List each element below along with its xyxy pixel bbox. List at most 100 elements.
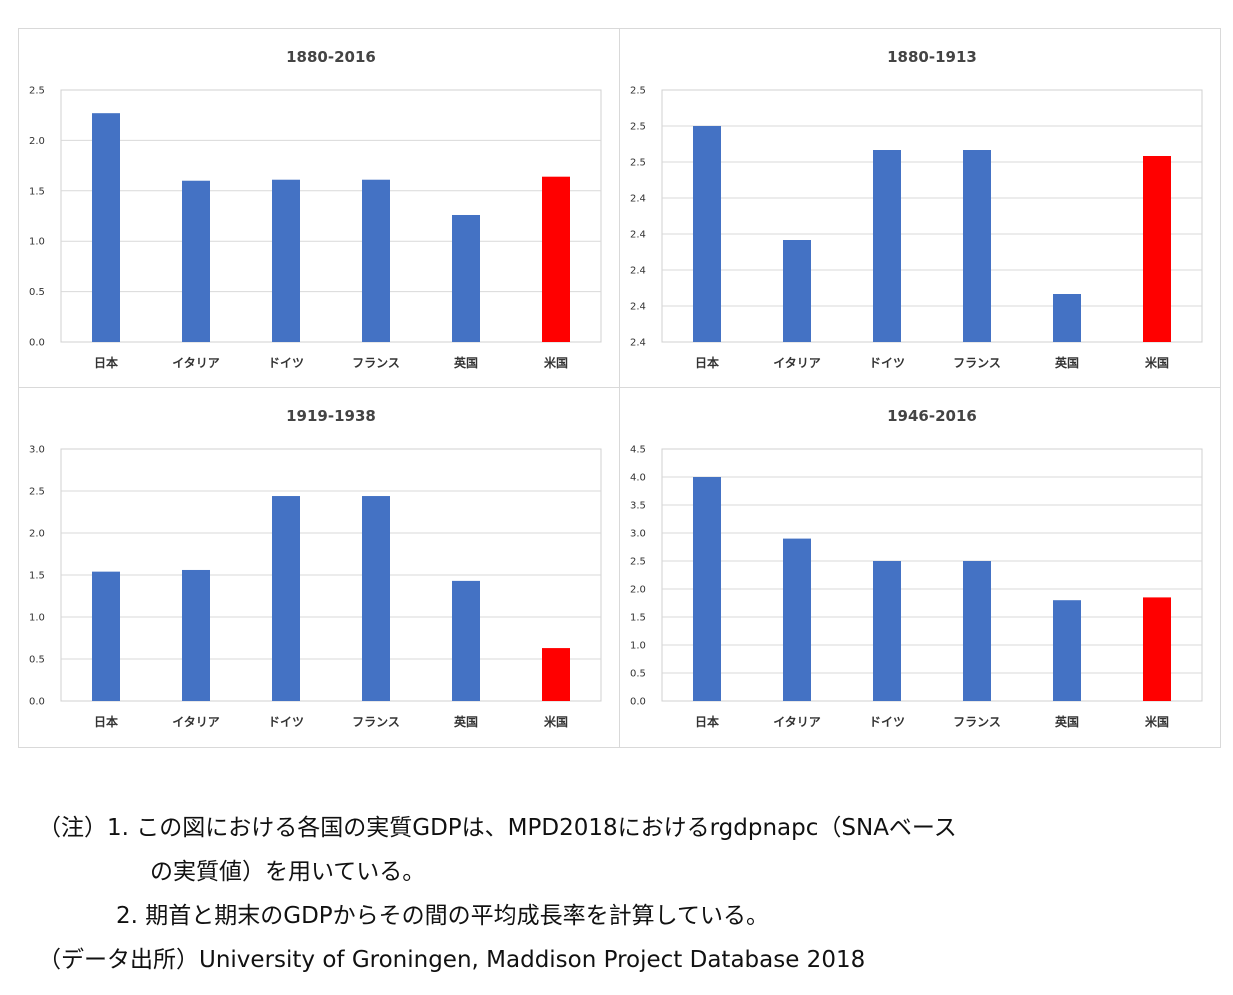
bar bbox=[873, 561, 901, 701]
y-tick-label: 1.5 bbox=[29, 571, 45, 582]
x-tick-label: 英国 bbox=[1055, 714, 1079, 729]
x-tick-label: 米国 bbox=[544, 355, 568, 370]
x-tick-label: ドイツ bbox=[268, 715, 304, 729]
x-tick-label: 英国 bbox=[454, 714, 478, 729]
x-tick-label: ドイツ bbox=[869, 356, 905, 370]
bar bbox=[92, 113, 120, 343]
note-line-2: の実質値）を用いている。 bbox=[150, 859, 426, 885]
bar bbox=[783, 538, 811, 701]
x-tick-label: 日本 bbox=[695, 714, 719, 729]
x-tick-label: フランス bbox=[352, 356, 400, 370]
y-tick-label: 2.5 bbox=[630, 158, 646, 169]
x-tick-label: ドイツ bbox=[869, 715, 905, 729]
plot-area bbox=[661, 89, 1203, 343]
x-tick-label: 米国 bbox=[544, 714, 568, 729]
chart-panel-1880-2016: 1880-2016 0.0 0.5 1.0 1.5 2.0 2.5 日本 イタリア ドイツ フランス… bbox=[19, 29, 620, 388]
y-tick-label: 3.0 bbox=[630, 529, 646, 540]
y-tick-label: 4.0 bbox=[630, 473, 646, 484]
y-tick-label: 1.5 bbox=[630, 613, 646, 624]
bar bbox=[693, 477, 721, 701]
chart-grid: 1880-2016 0.0 0.5 1.0 1.5 2.0 2.5 日本 イタリア ドイツ フランス… bbox=[18, 28, 1221, 748]
plot-area bbox=[661, 448, 1203, 702]
y-tick-label: 2.0 bbox=[29, 529, 45, 540]
chart-panel-1880-1913: 1880-1913 2.4 2.4 2.4 2.4 2.4 2.5 2.5 2.5 日本 イタリア ド… bbox=[620, 29, 1221, 388]
y-tick-label: 0.0 bbox=[29, 697, 45, 708]
y-tick-label: 2.4 bbox=[630, 266, 646, 277]
y-tick-label: 1.5 bbox=[29, 186, 45, 197]
y-tick-label: 1.0 bbox=[630, 641, 646, 652]
note-line-1: （注）1. この図における各国の実質GDPは、MPD2018におけるrgdpna… bbox=[38, 815, 957, 841]
y-tick-label: 2.4 bbox=[630, 194, 646, 205]
chart-svg: 1946-2016 0.0 0.5 1.0 1.5 2.0 2.5 3.0 3.5 4.0 4.5 日… bbox=[630, 407, 1203, 729]
x-tick-label: イタリア bbox=[172, 715, 220, 729]
x-tick-label: イタリア bbox=[773, 715, 821, 729]
y-tick-label: 3.5 bbox=[630, 501, 646, 512]
y-tick-label: 4.5 bbox=[630, 445, 646, 456]
source-line: （データ出所）University of Groningen, Maddison… bbox=[38, 947, 866, 973]
x-tick-label: フランス bbox=[953, 356, 1001, 370]
bar bbox=[693, 126, 721, 342]
bar bbox=[362, 496, 390, 701]
bar bbox=[182, 180, 210, 342]
bar bbox=[542, 176, 570, 342]
x-tick-label: 英国 bbox=[454, 355, 478, 370]
y-tick-label: 0.5 bbox=[29, 655, 45, 666]
y-tick-label: 2.5 bbox=[29, 86, 45, 97]
x-tick-label: 日本 bbox=[94, 355, 118, 370]
y-tick-label: 2.0 bbox=[29, 136, 45, 147]
bar bbox=[963, 561, 991, 701]
chart-title: 1880-1913 bbox=[887, 48, 977, 66]
x-tick-label: 日本 bbox=[695, 355, 719, 370]
x-tick-label: フランス bbox=[953, 715, 1001, 729]
notes: （注）1. この図における各国の実質GDPは、MPD2018におけるrgdpna… bbox=[38, 806, 1218, 982]
bar bbox=[272, 496, 300, 701]
bar bbox=[452, 580, 480, 701]
bar bbox=[873, 150, 901, 342]
y-tick-label: 2.5 bbox=[630, 86, 646, 97]
y-tick-label: 0.0 bbox=[29, 338, 45, 349]
y-tick-label: 2.4 bbox=[630, 338, 646, 349]
bar bbox=[1143, 597, 1171, 701]
x-tick-label: 英国 bbox=[1055, 355, 1079, 370]
chart-svg: 1880-1913 2.4 2.4 2.4 2.4 2.4 2.5 2.5 2.5 日本 イタリア ド… bbox=[630, 48, 1203, 370]
bar bbox=[272, 179, 300, 342]
y-tick-label: 0.0 bbox=[630, 697, 646, 708]
bar bbox=[182, 569, 210, 701]
x-tick-label: イタリア bbox=[773, 356, 821, 370]
plot-area bbox=[60, 89, 602, 343]
y-tick-label: 1.0 bbox=[29, 613, 45, 624]
y-tick-label: 2.0 bbox=[630, 585, 646, 596]
x-tick-label: ドイツ bbox=[268, 356, 304, 370]
chart-title: 1880-2016 bbox=[286, 48, 376, 66]
x-tick-label: 日本 bbox=[94, 714, 118, 729]
bar bbox=[1053, 294, 1081, 342]
y-tick-label: 2.5 bbox=[630, 557, 646, 568]
y-tick-label: 2.4 bbox=[630, 302, 646, 313]
note-line-3: 2. 期首と期末のGDPからその間の平均成長率を計算している。 bbox=[116, 903, 769, 929]
y-tick-label: 2.4 bbox=[630, 230, 646, 241]
chart-svg: 1880-2016 0.0 0.5 1.0 1.5 2.0 2.5 日本 イタリア ドイツ フランス… bbox=[29, 48, 602, 370]
y-tick-label: 3.0 bbox=[29, 445, 45, 456]
x-tick-label: フランス bbox=[352, 715, 400, 729]
chart-panel-1946-2016: 1946-2016 0.0 0.5 1.0 1.5 2.0 2.5 3.0 3.5 4.0 4.5 日… bbox=[620, 388, 1221, 747]
chart-svg: 1919-1938 0.0 0.5 1.0 1.5 2.0 2.5 3.0 日本 イタリア ドイツ フ… bbox=[29, 407, 602, 729]
chart-title: 1919-1938 bbox=[286, 407, 376, 425]
bar bbox=[452, 214, 480, 342]
y-tick-label: 0.5 bbox=[29, 287, 45, 298]
y-tick-label: 1.0 bbox=[29, 237, 45, 248]
bar bbox=[362, 179, 390, 342]
chart-title: 1946-2016 bbox=[887, 407, 977, 425]
y-tick-label: 2.5 bbox=[29, 487, 45, 498]
y-tick-label: 2.5 bbox=[630, 122, 646, 133]
chart-panel-1919-1938: 1919-1938 0.0 0.5 1.0 1.5 2.0 2.5 3.0 日本 イタリア ドイツ フ… bbox=[19, 388, 620, 747]
x-tick-label: イタリア bbox=[172, 356, 220, 370]
x-tick-label: 米国 bbox=[1145, 714, 1169, 729]
bar bbox=[542, 648, 570, 701]
y-tick-label: 0.5 bbox=[630, 669, 646, 680]
bar bbox=[783, 240, 811, 342]
bar bbox=[92, 571, 120, 701]
x-tick-label: 米国 bbox=[1145, 355, 1169, 370]
bar bbox=[1053, 600, 1081, 701]
bar bbox=[963, 150, 991, 342]
bar bbox=[1143, 156, 1171, 342]
